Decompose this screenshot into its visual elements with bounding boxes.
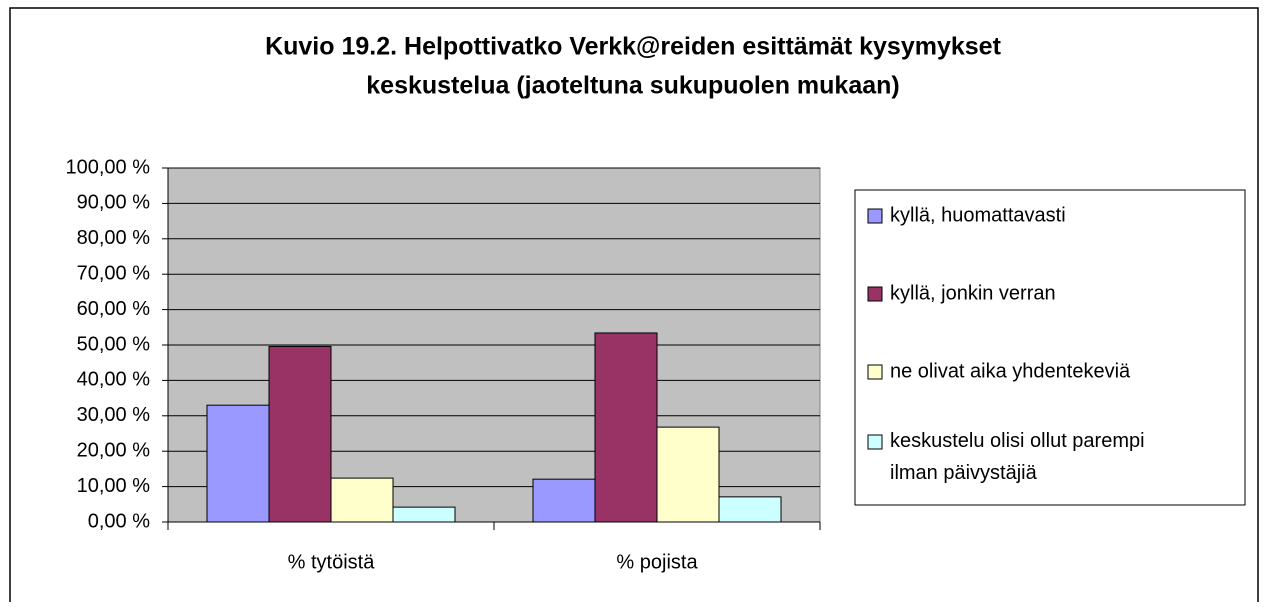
y-tick-label: 30,00 % bbox=[77, 404, 151, 426]
bar bbox=[656, 426, 720, 523]
y-tick-label: 20,00 % bbox=[77, 439, 151, 461]
bar bbox=[268, 345, 332, 523]
y-tick-label: 0,00 % bbox=[88, 510, 150, 532]
x-tick-label: % tytöistä bbox=[288, 551, 376, 573]
legend-swatch bbox=[867, 434, 883, 450]
legend-swatch bbox=[867, 286, 883, 302]
chart-title: Kuvio 19.2. Helpottivatko Verkk@reiden e… bbox=[265, 33, 1001, 61]
bar bbox=[206, 404, 270, 523]
legend-swatch bbox=[867, 208, 883, 224]
y-tick-label: 10,00 % bbox=[77, 475, 151, 497]
y-tick-label: 60,00 % bbox=[77, 298, 151, 320]
legend-box bbox=[854, 189, 1246, 506]
bar bbox=[330, 477, 394, 523]
bar bbox=[392, 506, 456, 523]
bar bbox=[532, 478, 596, 523]
y-tick-label: 90,00 % bbox=[77, 192, 151, 214]
y-tick-label: 100,00 % bbox=[65, 156, 150, 178]
bar bbox=[594, 332, 658, 523]
y-tick-label: 40,00 % bbox=[77, 369, 151, 391]
legend-label: kyllä, jonkin verran bbox=[890, 282, 1056, 304]
chart-title: keskustelua (jaoteltuna sukupuolen mukaa… bbox=[366, 72, 899, 100]
y-tick-label: 80,00 % bbox=[77, 227, 151, 249]
legend-label: ne olivat aika yhdentekeviä bbox=[890, 360, 1131, 382]
x-tick-label: % pojista bbox=[616, 551, 698, 573]
legend-label: kyllä, huomattavasti bbox=[890, 204, 1066, 226]
legend-swatch bbox=[867, 364, 883, 380]
legend-label: keskustelu olisi ollut parempi ilman päiv… bbox=[890, 430, 1145, 484]
bar bbox=[718, 496, 782, 523]
y-tick-label: 70,00 % bbox=[77, 262, 151, 284]
y-tick-label: 50,00 % bbox=[77, 333, 151, 355]
